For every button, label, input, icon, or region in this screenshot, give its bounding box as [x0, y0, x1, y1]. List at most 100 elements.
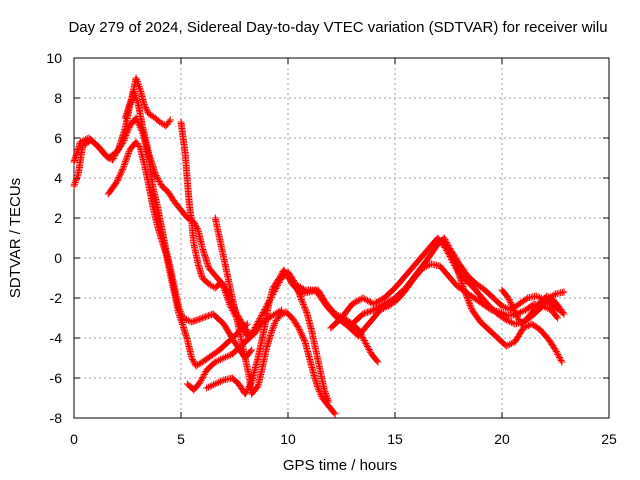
- data-point: [298, 332, 306, 340]
- data-point: [467, 304, 475, 312]
- data-point: [553, 313, 561, 321]
- data-point: [243, 320, 251, 328]
- data-point: [373, 304, 381, 312]
- data-point: [124, 149, 132, 157]
- data-point: [508, 302, 516, 310]
- data-point: [120, 161, 128, 169]
- data-point: [556, 355, 564, 363]
- data-point: [269, 325, 277, 333]
- data-point: [385, 297, 393, 305]
- data-point: [151, 170, 159, 178]
- data-point: [298, 297, 306, 305]
- data-point: [442, 237, 450, 245]
- data-point: [200, 371, 208, 378]
- data-point: [370, 300, 378, 308]
- data-point: [154, 175, 162, 182]
- data-point: [277, 271, 285, 279]
- data-point: [136, 123, 144, 131]
- data-point: [377, 302, 385, 310]
- data-point: [216, 378, 224, 386]
- data-point: [155, 178, 163, 185]
- data-point: [133, 76, 141, 84]
- data-point: [114, 176, 122, 184]
- data-point: [560, 310, 568, 318]
- data-point: [297, 296, 305, 304]
- data-point: [115, 173, 123, 181]
- data-point: [505, 296, 513, 304]
- data-point: [270, 321, 278, 329]
- data-point: [300, 285, 308, 293]
- data-point: [523, 322, 531, 330]
- data-point: [521, 323, 529, 331]
- data-point: [365, 346, 373, 353]
- data-point: [325, 398, 333, 406]
- data-point: [544, 304, 552, 312]
- data-point: [555, 352, 563, 360]
- data-point: [244, 386, 252, 393]
- y-tick-label: 0: [54, 250, 62, 266]
- data-point: [121, 133, 129, 141]
- data-point: [560, 288, 568, 296]
- data-point: [166, 116, 174, 124]
- data-point: [464, 295, 472, 303]
- series-track-k: [348, 234, 566, 328]
- data-point: [290, 280, 298, 288]
- data-point: [176, 313, 184, 321]
- data-point: [513, 313, 521, 320]
- data-point: [196, 378, 204, 386]
- data-point: [71, 180, 79, 188]
- series-track-l: [451, 258, 566, 366]
- data-point: [267, 328, 275, 336]
- data-point: [242, 389, 250, 396]
- data-point: [249, 328, 257, 336]
- data-point: [386, 297, 394, 305]
- data-point: [324, 396, 332, 404]
- data-point: [248, 330, 256, 337]
- data-point: [295, 324, 303, 332]
- data-point: [117, 169, 125, 177]
- data-point: [223, 352, 231, 360]
- data-point: [179, 320, 187, 328]
- data-point: [211, 380, 219, 388]
- data-point: [222, 290, 230, 298]
- data-point: [446, 245, 454, 252]
- data-point: [363, 343, 371, 350]
- data-point: [194, 316, 202, 324]
- data-point: [253, 383, 261, 391]
- data-point: [118, 139, 126, 147]
- data-point: [354, 297, 362, 305]
- data-point: [501, 304, 509, 312]
- data-point: [507, 300, 515, 308]
- data-point: [123, 153, 131, 161]
- data-point: [295, 283, 303, 291]
- data-point: [199, 374, 207, 381]
- data-point: [461, 287, 469, 295]
- data-point: [120, 162, 128, 170]
- data-point: [183, 316, 191, 324]
- data-point: [132, 74, 140, 82]
- data-point: [441, 236, 449, 243]
- data-point: [388, 296, 396, 304]
- data-point: [299, 333, 307, 341]
- data-point: [359, 310, 367, 318]
- data-point: [376, 303, 384, 311]
- data-point: [299, 300, 307, 308]
- data-point: [198, 375, 206, 383]
- data-point: [298, 284, 306, 292]
- data-point: [503, 304, 511, 312]
- data-point: [136, 122, 144, 130]
- data-point: [175, 312, 183, 320]
- data-point: [500, 303, 508, 311]
- data-point: [331, 410, 339, 418]
- data-point: [216, 356, 224, 364]
- data-point: [133, 117, 141, 125]
- data-point: [301, 305, 309, 313]
- data-point: [246, 333, 254, 340]
- data-point: [443, 239, 451, 246]
- y-tick-label: -2: [50, 290, 63, 306]
- data-point: [323, 393, 331, 401]
- data-point: [121, 159, 129, 167]
- data-point: [256, 315, 264, 322]
- data-point: [122, 157, 130, 165]
- data-point: [502, 342, 510, 350]
